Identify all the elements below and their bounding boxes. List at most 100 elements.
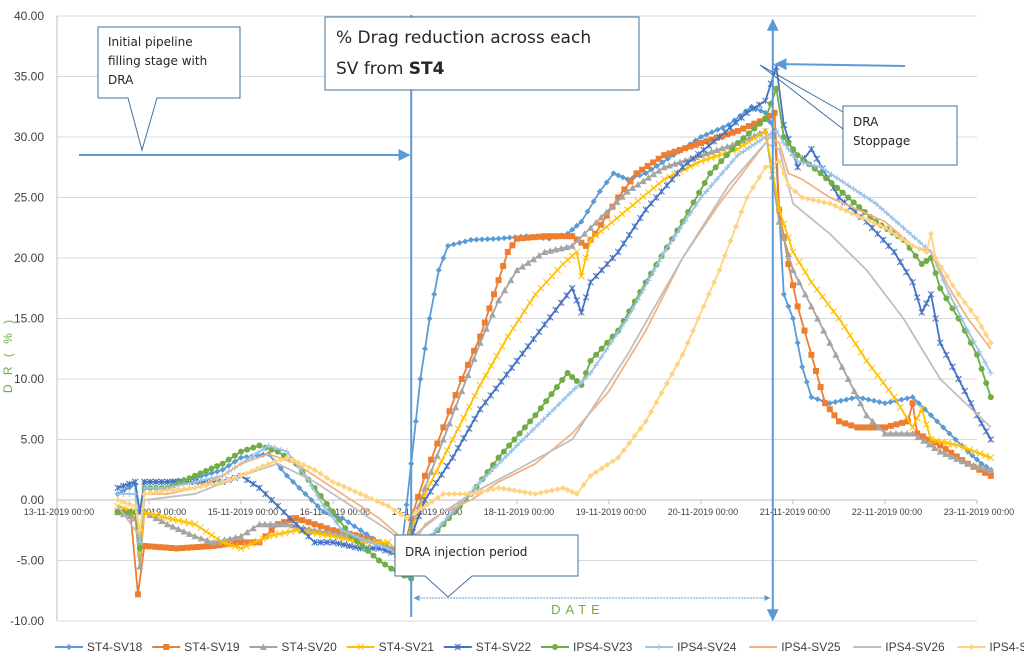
data-point xyxy=(623,187,631,195)
data-point xyxy=(563,292,571,299)
data-point xyxy=(205,543,212,550)
data-point xyxy=(583,369,589,376)
data-point xyxy=(415,512,423,520)
data-point xyxy=(232,540,239,547)
data-point xyxy=(569,233,576,240)
data-point xyxy=(848,395,855,402)
data-point xyxy=(454,643,462,651)
data-point xyxy=(859,424,866,431)
data-point xyxy=(114,490,121,497)
injection-text: DRA injection period xyxy=(405,545,527,559)
data-point xyxy=(813,286,821,293)
data-point xyxy=(289,457,296,464)
data-point xyxy=(968,644,975,650)
data-point xyxy=(384,538,392,546)
data-point xyxy=(663,182,671,189)
data-point xyxy=(780,234,788,241)
data-point xyxy=(817,384,824,391)
data-point xyxy=(136,545,143,552)
data-point xyxy=(265,532,272,540)
data-point xyxy=(953,455,961,462)
data-point xyxy=(203,536,211,544)
data-point xyxy=(482,372,490,379)
initial-stage-text: filling stage with xyxy=(108,54,207,68)
data-point xyxy=(615,172,622,179)
data-point xyxy=(458,376,465,382)
legend-label: ST4-SV21 xyxy=(379,640,435,654)
data-point xyxy=(277,465,284,472)
data-point xyxy=(169,486,176,493)
data-point xyxy=(364,547,371,554)
data-point xyxy=(785,182,792,189)
data-point xyxy=(624,206,631,213)
data-point xyxy=(701,179,708,186)
data-point xyxy=(843,396,850,403)
data-point xyxy=(471,484,478,491)
data-point xyxy=(184,544,191,551)
data-point xyxy=(790,146,796,153)
data-point xyxy=(418,505,425,512)
data-point xyxy=(427,479,434,487)
chart-title-line2: SV from ST4 xyxy=(336,59,445,79)
data-point xyxy=(231,543,239,550)
data-point xyxy=(265,442,272,449)
data-point xyxy=(225,541,233,548)
data-point xyxy=(464,361,471,368)
data-point xyxy=(189,544,196,551)
data-point xyxy=(949,440,957,448)
data-point xyxy=(821,199,828,206)
data-point xyxy=(180,518,188,526)
data-point xyxy=(927,436,935,443)
data-point xyxy=(152,489,159,496)
data-point xyxy=(329,532,337,540)
data-point xyxy=(578,218,585,225)
data-point xyxy=(890,248,898,256)
data-point xyxy=(415,493,422,500)
data-point xyxy=(661,152,668,159)
data-point xyxy=(743,109,751,117)
data-point xyxy=(948,449,955,456)
data-point xyxy=(335,481,342,488)
data-point xyxy=(548,391,555,398)
series-ips4-sv23 xyxy=(114,85,994,582)
data-point xyxy=(762,97,769,105)
data-point xyxy=(146,543,153,550)
data-point xyxy=(785,140,792,147)
data-point xyxy=(714,126,721,133)
data-point xyxy=(238,448,244,455)
data-point xyxy=(634,296,641,303)
data-point xyxy=(981,464,989,472)
data-point xyxy=(952,436,959,443)
data-point xyxy=(543,278,550,286)
data-point xyxy=(497,378,505,385)
data-point xyxy=(925,436,932,443)
data-point xyxy=(385,545,392,552)
data-point xyxy=(495,454,502,461)
data-point xyxy=(495,296,503,304)
data-point xyxy=(306,464,313,471)
data-point xyxy=(429,498,436,505)
data-point xyxy=(438,457,445,465)
data-point xyxy=(958,315,965,322)
data-point xyxy=(870,424,877,431)
data-point xyxy=(582,254,590,262)
data-point xyxy=(157,544,164,551)
data-point xyxy=(311,521,318,528)
data-point xyxy=(928,412,934,419)
data-point xyxy=(650,170,658,178)
data-point xyxy=(710,137,718,145)
data-point xyxy=(305,532,312,540)
data-point xyxy=(215,542,222,549)
data-point xyxy=(335,540,342,547)
data-point xyxy=(593,469,600,476)
data-point xyxy=(729,158,736,165)
data-point xyxy=(335,528,342,535)
data-point xyxy=(329,538,337,546)
data-point xyxy=(311,466,318,473)
data-point xyxy=(882,400,888,407)
data-point xyxy=(500,448,507,455)
data-point xyxy=(835,194,843,201)
data-point xyxy=(460,414,467,422)
data-point xyxy=(314,503,321,510)
